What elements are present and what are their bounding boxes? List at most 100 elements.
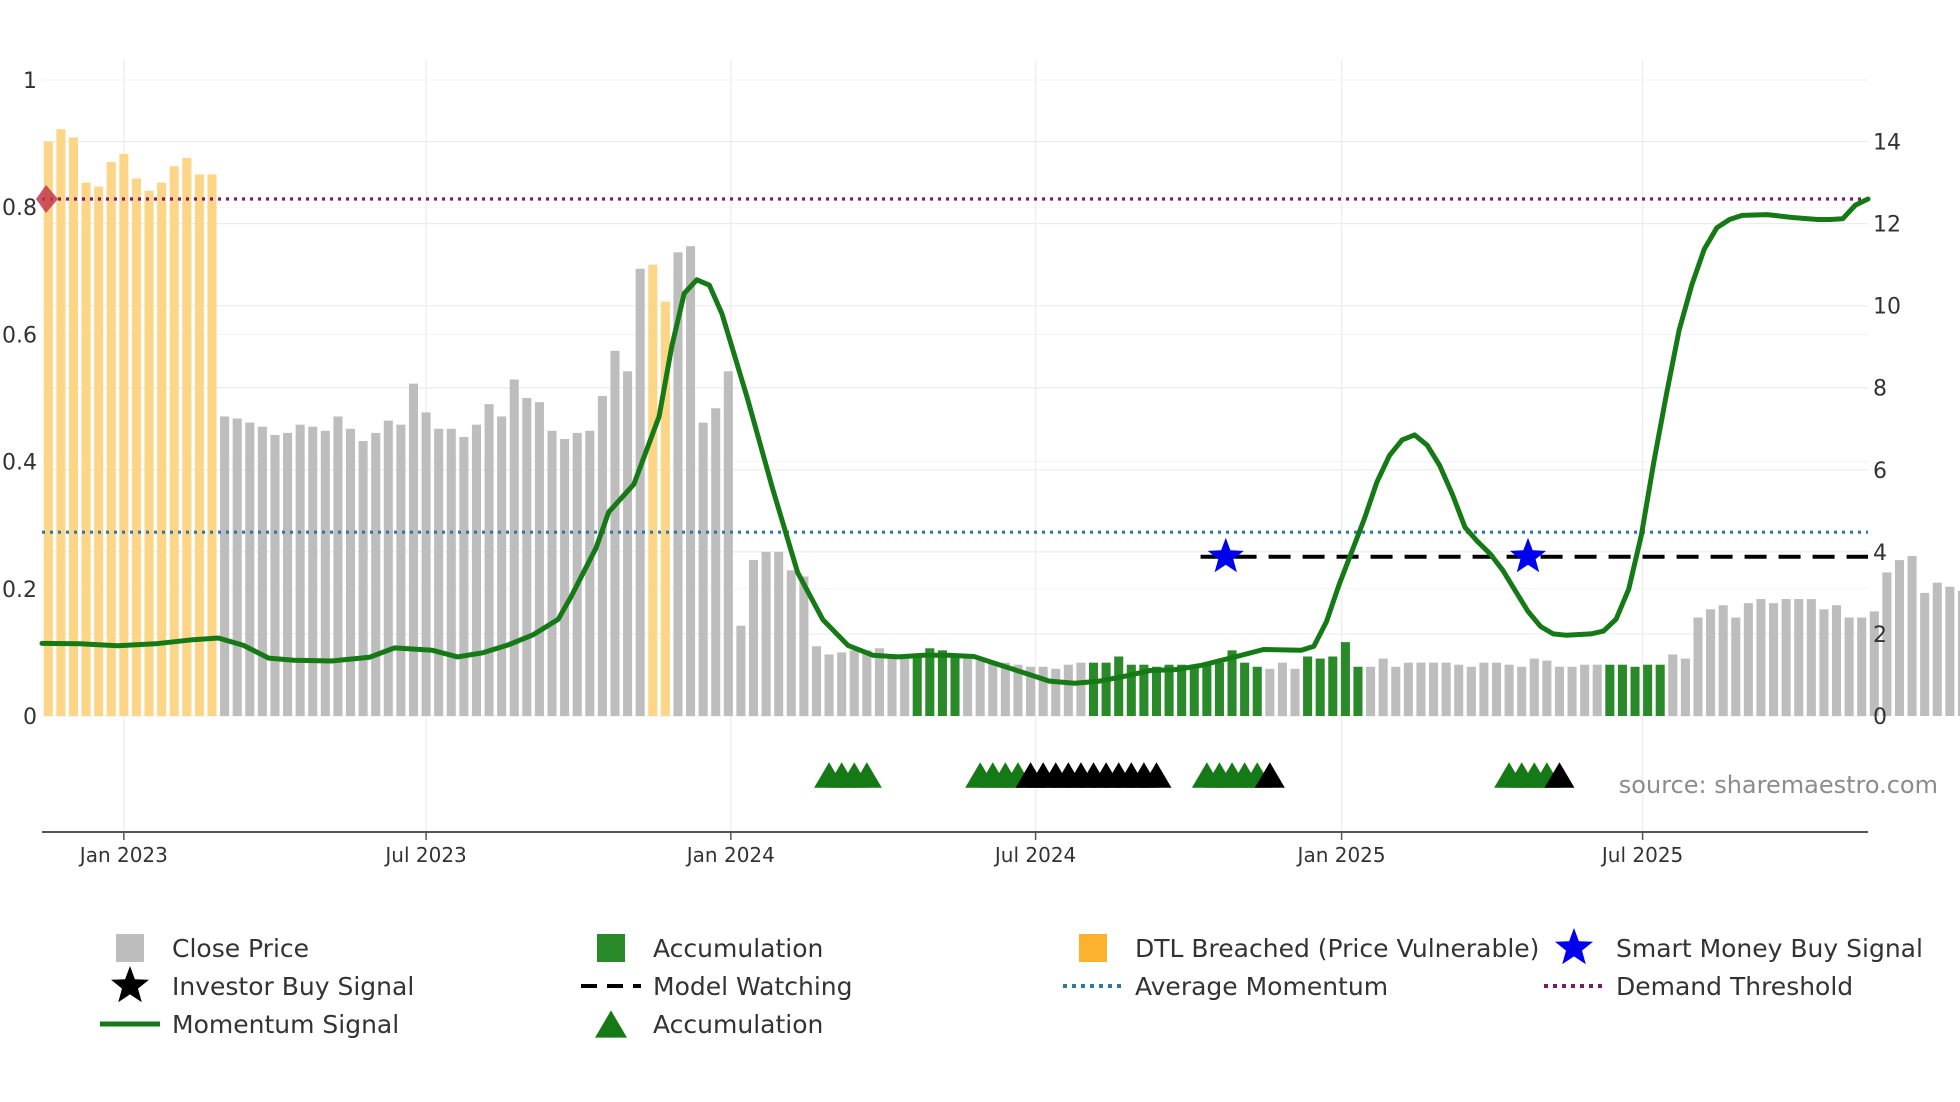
close-price-bar (1806, 599, 1816, 716)
legend-label: Smart Money Buy Signal (1616, 934, 1923, 963)
legend-item: Investor Buy Signal (111, 966, 414, 1003)
close-price-bar (673, 252, 683, 716)
close-price-bar (320, 430, 330, 716)
close-price-bar (900, 654, 910, 716)
right-y-tick-label: 14 (1873, 131, 1901, 156)
close-price-bar (1844, 617, 1854, 716)
close-price-bar (1554, 666, 1565, 716)
close-price-bar (1126, 664, 1136, 716)
close-price-bar (686, 246, 696, 716)
close-price-bar (1491, 662, 1502, 716)
close-price-bar (1466, 666, 1476, 716)
x-tick-label: Jul 2024 (993, 843, 1076, 867)
right-y-tick-label: 0 (1873, 705, 1887, 730)
close-price-bar (963, 656, 973, 716)
close-price-bar (283, 432, 293, 716)
close-price-bar (157, 182, 167, 717)
close-price-bar (736, 625, 746, 716)
right-y-tick-label: 10 (1873, 295, 1901, 320)
right-y-tick-label: 12 (1873, 213, 1901, 238)
legend-swatch (116, 934, 144, 962)
close-price-bar (169, 166, 179, 717)
close-price-bar (1567, 666, 1577, 716)
close-price-bar (1894, 560, 1905, 716)
close-price-bar (547, 430, 557, 716)
close-price-bar (270, 434, 280, 716)
close-price-bar (648, 264, 658, 716)
close-price-bar (1517, 666, 1527, 716)
close-price-bar (1957, 590, 1960, 716)
close-price-bar (1051, 668, 1061, 716)
source-credit: source: sharemaestro.com (1619, 771, 1938, 799)
close-price-bar (988, 662, 998, 716)
close-price-bar (371, 432, 381, 716)
legend-item: Accumulation (597, 934, 823, 963)
close-price-bar (1454, 664, 1464, 716)
close-price-bar (1920, 592, 1930, 716)
left-y-tick-label: 0 (23, 705, 37, 730)
close-price-bar (1252, 666, 1262, 716)
close-price-bar (484, 404, 494, 716)
close-price-bar (1315, 658, 1325, 716)
close-price-bar (1227, 650, 1237, 716)
legend-item: Demand Threshold (1544, 972, 1853, 1001)
close-price-bar (1592, 664, 1602, 716)
close-price-bar (1668, 654, 1678, 716)
x-tick-label: Jul 2025 (1600, 843, 1683, 867)
close-price-bar (68, 137, 79, 716)
close-price-bar (1378, 658, 1388, 716)
markers-layer (814, 537, 1575, 788)
legend-item: Close Price (116, 934, 309, 963)
close-price-bar (1038, 666, 1048, 716)
close-price-bar (824, 654, 834, 716)
close-price-bar (623, 371, 633, 716)
close-price-bar (635, 268, 645, 716)
close-price-bar (837, 652, 847, 716)
close-price-bar (1076, 662, 1086, 716)
x-tick-label: Jan 2025 (1296, 843, 1386, 867)
close-price-bar (257, 426, 267, 716)
close-price-bar (1706, 609, 1716, 716)
close-price-bar (56, 129, 66, 716)
close-price-bar (1429, 662, 1439, 716)
close-price-bar (1164, 664, 1174, 716)
close-price-bar (572, 432, 582, 716)
close-price-bar (1101, 662, 1111, 716)
legend-label: Close Price (172, 934, 309, 963)
close-price-bar (1794, 599, 1804, 716)
close-price-bar (912, 654, 922, 716)
close-price-bar (1693, 617, 1703, 716)
close-price-bar (1857, 617, 1867, 716)
close-price-bar (887, 654, 897, 716)
close-price-bar (597, 395, 607, 716)
close-price-bar (1882, 572, 1892, 716)
investor-buy-triangle (1141, 762, 1172, 788)
close-price-bar (1177, 664, 1187, 716)
close-price-bar (1655, 664, 1665, 716)
legend-star-icon (1555, 928, 1593, 965)
close-price-bar (1781, 599, 1791, 716)
close-price-bar (94, 186, 104, 717)
close-price-bar (1819, 609, 1829, 716)
close-price-bar (660, 301, 670, 716)
close-price-bar (1088, 662, 1099, 716)
close-price-bar (220, 416, 230, 716)
close-price-bar (748, 560, 759, 716)
close-price-bar (522, 398, 532, 716)
close-price-bar (345, 428, 356, 716)
left-y-tick-label: 1 (23, 69, 37, 94)
close-price-bar (534, 402, 544, 716)
investor-buy-triangle (1544, 762, 1575, 788)
close-price-bar (434, 428, 444, 716)
close-price-bar (396, 424, 406, 716)
close-price-bar (1932, 582, 1942, 716)
smart-money-buy-star (1207, 537, 1244, 573)
close-price-bar (446, 428, 456, 716)
close-price-bar (560, 439, 570, 716)
legend-swatch (1079, 934, 1107, 962)
close-price-bar (1303, 656, 1313, 716)
close-price-bar (862, 650, 872, 716)
close-price-bar (207, 174, 217, 716)
legend-label: Investor Buy Signal (172, 972, 414, 1001)
